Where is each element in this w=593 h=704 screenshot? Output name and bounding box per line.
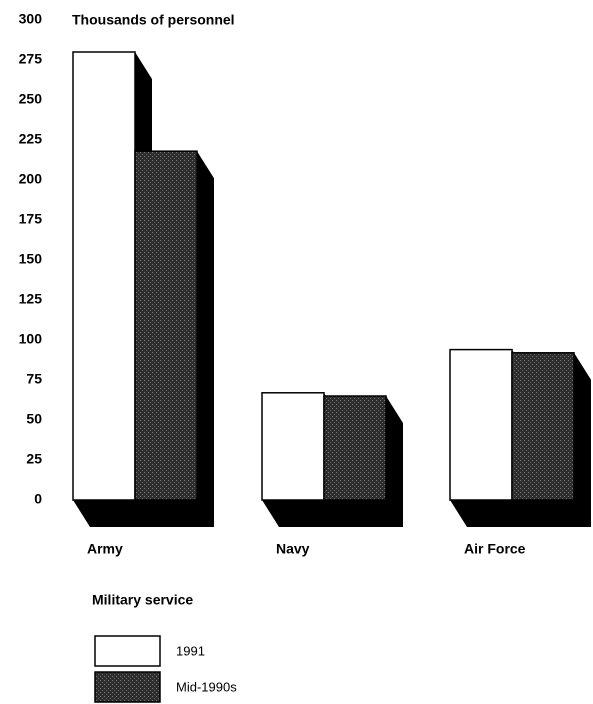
bar-side: [512, 352, 591, 527]
axis-title: Thousands of personnel: [72, 12, 235, 28]
y-tick-label: 50: [26, 411, 42, 427]
y-tick-label: 175: [19, 211, 43, 227]
y-tick-label: 25: [26, 451, 42, 467]
y-tick-label: 300: [19, 11, 43, 27]
y-tick-label: 200: [19, 171, 43, 187]
legend-label: 1991: [176, 643, 205, 658]
legend-swatch: [94, 671, 161, 703]
y-tick-label: 100: [19, 331, 43, 347]
legend-swatch: [94, 635, 161, 667]
y-tick-label: 275: [19, 51, 43, 67]
y-tick-label: 250: [19, 91, 43, 107]
bar: [72, 51, 136, 501]
bar-side: [324, 396, 403, 527]
y-tick-label: 125: [19, 291, 43, 307]
bar: [449, 348, 513, 501]
legend-label: Mid-1990s: [176, 679, 237, 694]
bar: [134, 150, 198, 501]
y-tick-label: 150: [19, 251, 43, 267]
bar: [261, 392, 325, 501]
y-tick-label: 75: [26, 371, 42, 387]
x-tick-label: Navy: [276, 541, 310, 557]
bar: [323, 395, 387, 501]
x-axis-label: Military service: [92, 592, 193, 608]
bar-side: [135, 151, 214, 527]
x-tick-label: Air Force: [464, 541, 526, 557]
y-tick-label: 0: [34, 491, 42, 507]
bar: [511, 352, 575, 501]
x-tick-label: Army: [87, 541, 123, 557]
y-tick-label: 225: [19, 131, 43, 147]
